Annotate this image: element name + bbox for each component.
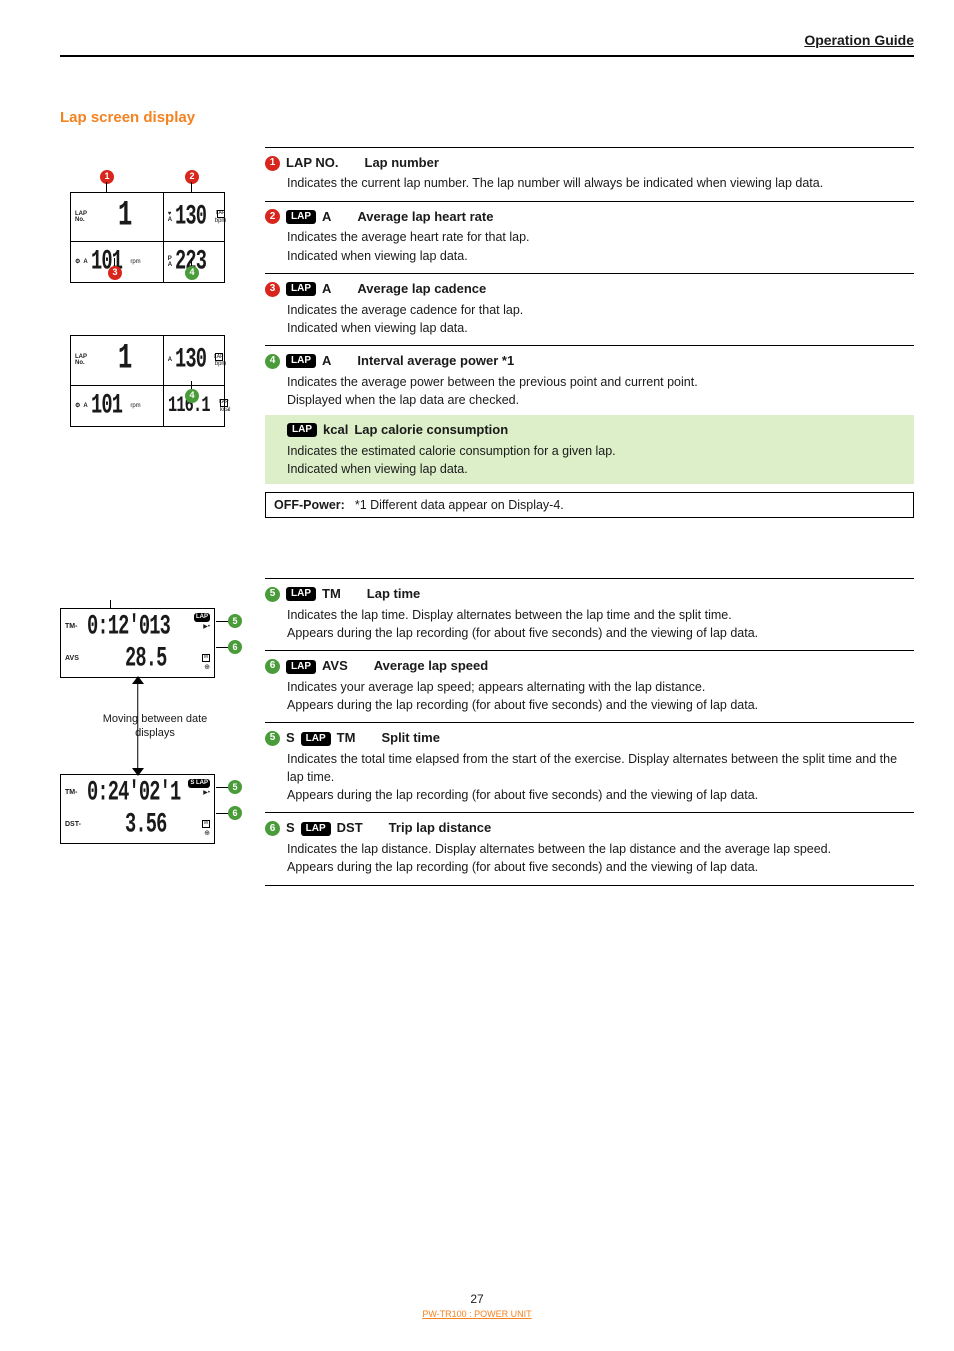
bullet-2: 2 [265,209,280,224]
callout-2: 2 [185,170,199,184]
item-avg-cadence: 3 LAP A Average lap cadence Indicates th… [265,280,914,337]
section-title: Lap screen display [60,107,914,129]
header: Operation Guide [60,30,914,57]
lcd-box-1: LAP No. 1 ♥ A 130 LAP bpm [70,192,225,283]
callout-6b: 6 [228,806,242,820]
bullet-3: 3 [265,282,280,297]
item-avg-speed: 6 LAP AVS Average lap speed Indicates yo… [265,657,914,714]
bullet-4: 4 [265,354,280,369]
operation-guide-label: Operation Guide [804,32,914,48]
item-lap-time: 5 LAP TM Lap time Indicates the lap time… [265,585,914,642]
lcd-box-2: LAP No. 1 A 130 LAP bpm [70,335,225,426]
off-power-note: OFF-Power: *1 Different data appear on D… [265,492,914,518]
page-number: 27 [0,1291,954,1308]
display-box-1: TM- 0:12'013 LAP ▶• AVS 28.5 M ⊕ [60,608,215,678]
item-split-time: 5 S LAP TM Split time Indicates the tota… [265,729,914,804]
callout-6a: 6 [228,640,242,654]
bullet-1: 1 [265,156,280,171]
footer: 27 PW-TR100 : POWER UNIT [0,1291,954,1321]
item-lap-no: 1 LAP NO. Lap number Indicates the curre… [265,154,914,193]
callout-4a: 4 [185,266,199,280]
callout-4b: 4 [185,389,199,403]
bullet-6b: 6 [265,821,280,836]
model-label: PW-TR100 : POWER UNIT [0,1308,954,1321]
bullet-5a: 5 [265,587,280,602]
sub-item-kcal: LAP kcal Lap calorie consumption Indicat… [265,415,914,484]
bullet-5b: 5 [265,731,280,746]
callout-5b: 5 [228,780,242,794]
callout-3: 3 [108,266,122,280]
item-trip-distance: 6 S LAP DST Trip lap distance Indicates … [265,819,914,876]
callout-5a: 5 [228,614,242,628]
display-box-2: TM- 0:24'02'1 S LAP ▶• DST- 3.56 M [60,774,215,844]
callout-1: 1 [100,170,114,184]
bullet-6a: 6 [265,659,280,674]
item-interval-power: 4 LAP A Interval average power *1 Indica… [265,352,914,484]
item-avg-hr: 2 LAP A Average lap heart rate Indicates… [265,208,914,265]
